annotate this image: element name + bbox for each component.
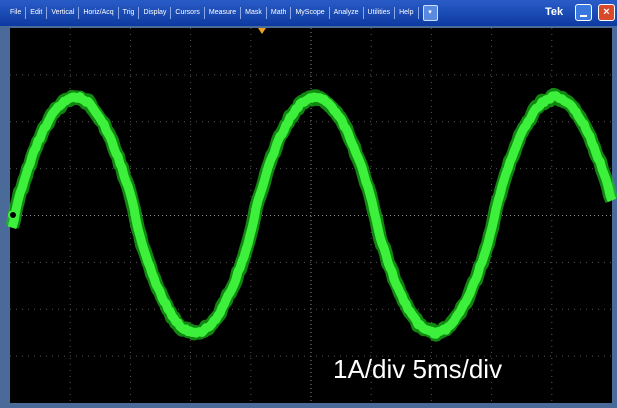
menu-item[interactable]: MyScope: [291, 7, 329, 19]
menu-item[interactable]: Vertical: [47, 7, 79, 19]
menu-item[interactable]: Measure: [205, 7, 241, 19]
scope-screen: 1A/div 5ms/div: [0, 26, 617, 408]
page: File Edit Vertical Horiz/Acq Trig Display Curs…: [0, 0, 617, 408]
annotation: 1A/div 5ms/div: [333, 354, 502, 384]
channel-marker: [9, 211, 17, 219]
menu-item[interactable]: Utilities: [364, 7, 396, 19]
menu-item[interactable]: Cursors: [171, 7, 205, 19]
brand: Tek: [545, 6, 563, 18]
menu-item[interactable]: Math: [267, 7, 292, 19]
menu-item[interactable]: Display: [139, 7, 171, 19]
menu-item[interactable]: Mask: [241, 7, 267, 19]
menu-item[interactable]: Trig: [119, 7, 140, 19]
menu-item[interactable]: Analyze: [330, 7, 364, 19]
minimize-button[interactable]: [575, 4, 592, 21]
menu-item[interactable]: Help: [395, 7, 418, 19]
menu-item[interactable]: File: [6, 7, 26, 19]
close-button[interactable]: ×: [598, 4, 615, 21]
menu-bar: File Edit Vertical Horiz/Acq Trig Display Curs…: [0, 0, 617, 26]
menu-item[interactable]: Horiz/Acq: [79, 7, 118, 19]
menu-item[interactable]: Edit: [26, 7, 47, 19]
dropdown-button[interactable]: ▾: [423, 5, 438, 21]
